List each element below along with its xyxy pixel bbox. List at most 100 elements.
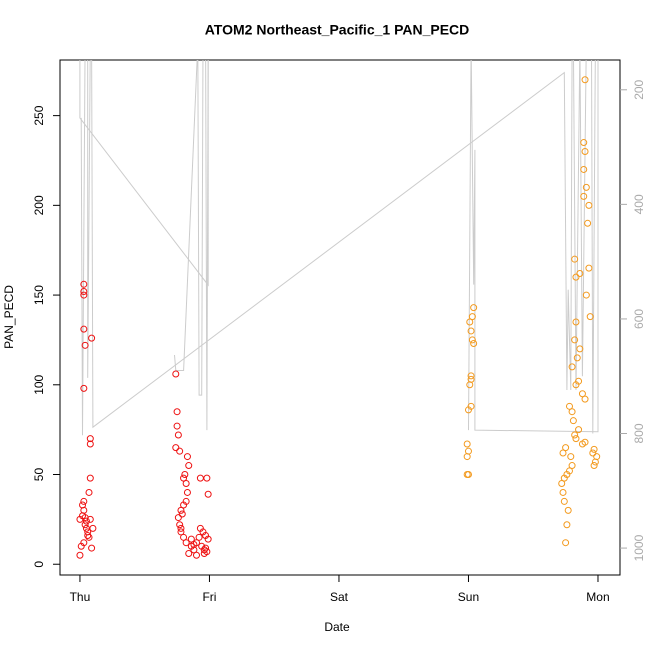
data-point bbox=[80, 280, 88, 288]
pressure-line bbox=[80, 60, 599, 436]
chart-title: ATOM2 Northeast_Pacific_1 PAN_PECD bbox=[205, 22, 470, 38]
data-point bbox=[581, 438, 589, 446]
data-point bbox=[589, 449, 597, 457]
x-tick-label: Fri bbox=[202, 590, 216, 604]
data-point bbox=[464, 447, 472, 455]
data-point bbox=[174, 514, 182, 522]
data-point bbox=[568, 408, 576, 416]
data-point bbox=[173, 408, 181, 416]
data-point bbox=[204, 535, 212, 543]
data-point bbox=[581, 148, 589, 156]
data-point bbox=[470, 340, 478, 348]
y2-tick-label: 1000 bbox=[632, 534, 646, 561]
data-point bbox=[578, 390, 586, 398]
data-point bbox=[569, 417, 577, 425]
data-point bbox=[467, 327, 475, 335]
x-axis-label: Date bbox=[324, 620, 350, 634]
data-point bbox=[80, 325, 88, 333]
data-point bbox=[81, 341, 89, 349]
data-point bbox=[571, 431, 579, 439]
data-point bbox=[562, 539, 570, 547]
x-tick-label: Sat bbox=[330, 590, 349, 604]
pressure-line bbox=[174, 60, 209, 431]
data-point bbox=[470, 304, 478, 312]
data-point bbox=[80, 497, 88, 505]
data-point bbox=[195, 533, 203, 541]
y-tick-label: 150 bbox=[32, 285, 46, 305]
data-point bbox=[80, 384, 88, 392]
data-point bbox=[564, 506, 572, 514]
data-point bbox=[582, 183, 590, 191]
data-point bbox=[573, 354, 581, 362]
data-point bbox=[172, 370, 180, 378]
data-point bbox=[572, 435, 580, 443]
x-tick-label: Sun bbox=[458, 590, 479, 604]
data-point bbox=[176, 521, 184, 529]
data-point bbox=[190, 540, 198, 548]
y-tick-label: 200 bbox=[32, 195, 46, 215]
data-point bbox=[81, 521, 89, 529]
data-point bbox=[576, 270, 584, 278]
data-point bbox=[88, 334, 96, 342]
data-point bbox=[466, 318, 474, 326]
data-point bbox=[584, 219, 592, 227]
data-point bbox=[172, 444, 180, 452]
data-point bbox=[467, 375, 475, 383]
data-point bbox=[572, 318, 580, 326]
data-point bbox=[568, 363, 576, 371]
line-layer bbox=[79, 60, 599, 436]
data-point bbox=[177, 528, 185, 536]
data-point bbox=[560, 497, 568, 505]
data-point bbox=[183, 488, 191, 496]
data-point bbox=[575, 426, 583, 434]
data-point bbox=[178, 510, 186, 518]
data-point bbox=[180, 501, 188, 509]
data-point bbox=[80, 291, 88, 299]
data-point bbox=[174, 431, 182, 439]
data-point bbox=[585, 201, 593, 209]
y-tick-label: 0 bbox=[32, 561, 46, 568]
data-point bbox=[585, 264, 593, 272]
data-point bbox=[580, 165, 588, 173]
data-point bbox=[576, 345, 584, 353]
data-point bbox=[467, 372, 475, 380]
data-point bbox=[187, 535, 195, 543]
data-point bbox=[185, 462, 193, 470]
data-point bbox=[86, 474, 94, 482]
data-point bbox=[581, 76, 589, 84]
data-point bbox=[580, 192, 588, 200]
x-tick-label: Thu bbox=[70, 590, 91, 604]
data-point bbox=[196, 524, 204, 532]
data-point bbox=[80, 287, 88, 295]
data-point bbox=[463, 440, 471, 448]
data-point bbox=[86, 440, 94, 448]
data-point bbox=[86, 515, 94, 523]
data-point bbox=[85, 488, 93, 496]
data-point bbox=[177, 524, 185, 532]
data-point bbox=[582, 291, 590, 299]
data-point bbox=[203, 474, 211, 482]
data-point bbox=[575, 377, 583, 385]
data-point bbox=[176, 447, 184, 455]
data-point bbox=[86, 435, 94, 443]
data-point bbox=[568, 462, 576, 470]
data-point bbox=[181, 471, 189, 479]
data-point bbox=[563, 521, 571, 529]
data-point bbox=[559, 449, 567, 457]
data-point bbox=[571, 255, 579, 263]
data-point bbox=[468, 336, 476, 344]
data-point bbox=[180, 533, 188, 541]
data-point bbox=[84, 532, 92, 540]
data-point bbox=[558, 479, 566, 487]
data-point bbox=[572, 273, 580, 281]
data-point bbox=[562, 444, 570, 452]
data-point bbox=[82, 517, 90, 525]
data-point bbox=[204, 490, 212, 498]
y-tick-label: 50 bbox=[32, 468, 46, 482]
data-point bbox=[182, 479, 190, 487]
pressure-line bbox=[468, 60, 599, 433]
data-point bbox=[177, 506, 185, 514]
y-tick-label: 250 bbox=[32, 105, 46, 125]
